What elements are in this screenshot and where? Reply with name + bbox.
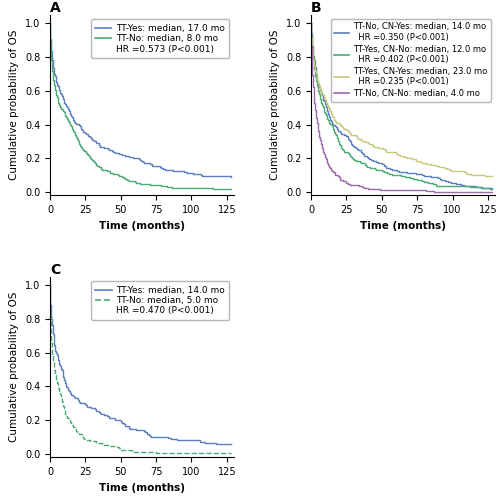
Legend: TT-No, CN-Yes: median, 14.0 mo
  HR =0.350 (P<0.001), TT-Yes, CN-No: median, 12.: TT-No, CN-Yes: median, 14.0 mo HR =0.350… (331, 19, 491, 102)
Legend: TT-Yes: median, 17.0 mo, TT-No: median, 8.0 mo, HR =0.573 (P<0.001): TT-Yes: median, 17.0 mo, TT-No: median, … (90, 19, 230, 58)
Text: A: A (50, 1, 61, 15)
X-axis label: Time (months): Time (months) (99, 221, 185, 231)
Text: B: B (311, 1, 322, 15)
X-axis label: Time (months): Time (months) (99, 483, 185, 493)
Y-axis label: Cumulative probability of OS: Cumulative probability of OS (270, 30, 280, 180)
X-axis label: Time (months): Time (months) (360, 221, 446, 231)
Legend: TT-Yes: median, 14.0 mo, TT-No: median, 5.0 mo, HR =0.470 (P<0.001): TT-Yes: median, 14.0 mo, TT-No: median, … (91, 281, 230, 320)
Text: C: C (50, 263, 60, 277)
Y-axis label: Cumulative probability of OS: Cumulative probability of OS (10, 30, 20, 180)
Y-axis label: Cumulative probability of OS: Cumulative probability of OS (10, 292, 20, 442)
